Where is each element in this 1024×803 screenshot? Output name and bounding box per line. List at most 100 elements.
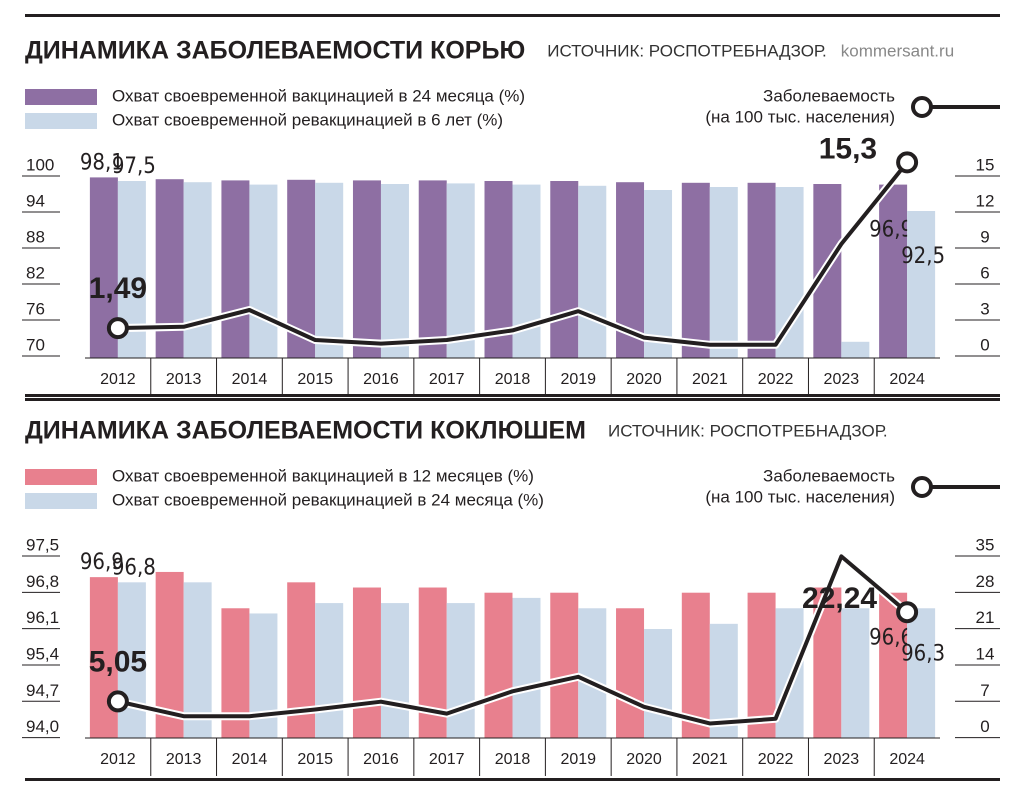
bar-value-label: 96,8 bbox=[112, 555, 156, 580]
y2-tick-label: 21 bbox=[976, 608, 995, 627]
y-tick-label: 96,8 bbox=[26, 572, 59, 591]
bar-value-label: 96,3 bbox=[901, 641, 945, 666]
line-marker bbox=[106, 690, 129, 713]
line-marker bbox=[896, 601, 919, 624]
y2-tick-label: 3 bbox=[980, 299, 989, 318]
line-marker bbox=[106, 317, 129, 340]
top-rule bbox=[25, 14, 1000, 17]
x-tick-label: 2016 bbox=[363, 371, 399, 388]
bar bbox=[841, 608, 870, 738]
legend-swatch bbox=[25, 89, 97, 105]
x-tick-label: 2016 bbox=[363, 751, 399, 768]
y-tick-label: 76 bbox=[26, 299, 45, 318]
legend-label: Заболеваемость bbox=[763, 466, 895, 485]
bar bbox=[117, 582, 146, 738]
line bbox=[117, 161, 909, 347]
x-tick-label: 2014 bbox=[232, 371, 268, 388]
y2-tick-label: 0 bbox=[980, 717, 989, 736]
y-tick-label: 82 bbox=[26, 263, 45, 282]
bar bbox=[352, 587, 381, 738]
legend-label: Охват своевременной ревакцинацией в 24 м… bbox=[112, 490, 544, 509]
bar bbox=[616, 608, 645, 738]
x-tick-label: 2018 bbox=[495, 751, 531, 768]
chart-title: ДИНАМИКА ЗАБОЛЕВАЕМОСТИ КОРЬЮ bbox=[25, 37, 525, 65]
x-tick-label: 2014 bbox=[232, 751, 268, 768]
x-tick-label: 2012 bbox=[100, 751, 136, 768]
x-tick-label: 2022 bbox=[758, 371, 794, 388]
y2-tick-label: 15 bbox=[976, 155, 995, 174]
bar-value-label: 92,5 bbox=[901, 244, 945, 269]
y-tick-label: 97,5 bbox=[26, 535, 59, 554]
x-tick-label: 2024 bbox=[889, 751, 925, 768]
source: ИСТОЧНИК: РОСПОТРЕБНАДЗОР. bbox=[547, 41, 827, 60]
x-tick-label: 2020 bbox=[626, 371, 662, 388]
legend-unit: (на 100 тыс. населения) bbox=[705, 487, 895, 506]
line-marker bbox=[896, 151, 919, 174]
bar bbox=[380, 184, 409, 358]
y-tick-label: 100 bbox=[26, 155, 54, 174]
line-value-label: 1,49 bbox=[89, 272, 147, 305]
legend-label: Охват своевременной ревакцинацией в 6 ле… bbox=[112, 110, 503, 129]
legend-marker bbox=[911, 96, 933, 118]
bar bbox=[352, 180, 381, 358]
bar-value-label: 96,6 bbox=[869, 626, 913, 651]
y-tick-label: 96,1 bbox=[26, 608, 59, 627]
x-tick-label: 2023 bbox=[824, 751, 860, 768]
y2-tick-label: 35 bbox=[976, 535, 995, 554]
x-tick-label: 2015 bbox=[297, 371, 333, 388]
y-tick-label: 95,4 bbox=[26, 644, 59, 663]
line-value-label: 5,05 bbox=[89, 645, 147, 678]
x-tick-label: 2018 bbox=[495, 371, 531, 388]
legend-swatch bbox=[25, 469, 97, 485]
bar bbox=[578, 608, 607, 738]
legend-swatch bbox=[25, 493, 97, 509]
bar-value-label: 96,9 bbox=[80, 550, 124, 575]
y2-tick-label: 12 bbox=[976, 191, 995, 210]
bar bbox=[879, 184, 908, 358]
bar bbox=[183, 582, 212, 738]
y-tick-label: 94 bbox=[26, 191, 45, 210]
bottom-rule bbox=[25, 778, 1000, 781]
bar bbox=[418, 180, 447, 358]
bar bbox=[747, 592, 776, 738]
x-tick-label: 2021 bbox=[692, 751, 728, 768]
bar bbox=[183, 182, 212, 358]
bar bbox=[550, 592, 579, 738]
top-rule bbox=[25, 394, 1000, 397]
bar bbox=[907, 211, 936, 358]
y-tick-label: 94,0 bbox=[26, 717, 59, 736]
legend-label: Охват своевременной вакцинацией в 12 мес… bbox=[112, 466, 534, 485]
source: ИСТОЧНИК: РОСПОТРЕБНАДЗОР. bbox=[608, 421, 888, 440]
bar bbox=[681, 182, 710, 358]
x-tick-label: 2019 bbox=[560, 751, 596, 768]
x-tick-label: 2017 bbox=[429, 371, 465, 388]
bar-value-label: 96,9 bbox=[869, 218, 913, 243]
x-tick-label: 2017 bbox=[429, 751, 465, 768]
y2-tick-label: 28 bbox=[976, 572, 995, 591]
legend-marker bbox=[911, 476, 933, 498]
bar-value-label: 98,1 bbox=[80, 150, 124, 175]
bar bbox=[249, 184, 278, 358]
bar bbox=[446, 603, 475, 738]
x-tick-label: 2013 bbox=[166, 751, 202, 768]
x-tick-label: 2012 bbox=[100, 371, 136, 388]
x-tick-label: 2022 bbox=[758, 751, 794, 768]
bar bbox=[380, 603, 409, 738]
y2-tick-label: 14 bbox=[976, 644, 995, 663]
chart-title: ДИНАМИКА ЗАБОЛЕВАЕМОСТИ КОКЛЮШЕМ bbox=[25, 417, 586, 445]
bar bbox=[841, 341, 870, 358]
line-value-label: 15,3 bbox=[819, 132, 877, 165]
legend-unit: (на 100 тыс. населения) bbox=[705, 107, 895, 126]
bar bbox=[484, 592, 513, 738]
y-tick-label: 70 bbox=[26, 335, 45, 354]
bar bbox=[550, 181, 579, 358]
bar bbox=[446, 183, 475, 358]
y-tick-label: 88 bbox=[26, 227, 45, 246]
legend-swatch bbox=[25, 113, 97, 129]
legend-label: Заболеваемость bbox=[763, 86, 895, 105]
x-tick-label: 2013 bbox=[166, 371, 202, 388]
bar bbox=[578, 185, 607, 358]
y-tick-label: 94,7 bbox=[26, 681, 59, 700]
line bbox=[117, 554, 909, 726]
